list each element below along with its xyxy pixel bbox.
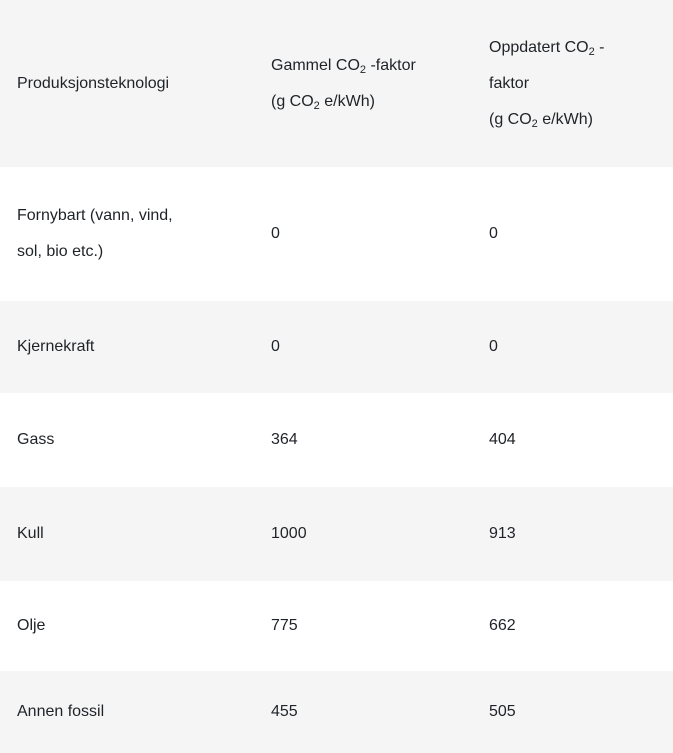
header-text: e/kWh) (537, 110, 593, 128)
header-text: - (594, 38, 605, 56)
header-new-factor: Oppdatert CO2 - faktor (g CO2 e/kWh) (472, 0, 673, 167)
header-text: (g CO (489, 110, 532, 128)
header-new-factor-line3: (g CO2 e/kWh) (489, 102, 673, 138)
cell-old-factor: 364 (271, 431, 298, 448)
subscript: 2 (359, 63, 367, 76)
cell-old-factor: 455 (271, 703, 298, 720)
cell-technology: Kjernekraft (17, 338, 95, 355)
cell-old-factor: 775 (271, 617, 298, 634)
cell-new-factor: 404 (489, 431, 516, 448)
cell-technology: Fornybart (vann, vind, sol, bio etc.) (0, 167, 254, 301)
cell-old-factor: 0 (271, 338, 280, 355)
header-text: (g CO (271, 92, 314, 110)
table-row: Gass 364 404 (0, 393, 673, 487)
header-old-factor-line1: Gammel CO2 -faktor (271, 48, 472, 84)
table-header-row: Produksjonsteknologi Gammel CO2 -faktor … (0, 0, 673, 167)
cell-old-factor: 0 (271, 225, 280, 242)
subscript: 2 (313, 99, 320, 112)
table-row: Kjernekraft 0 0 (0, 301, 673, 393)
cell-new-factor: 0 (489, 225, 498, 242)
header-text: Oppdatert CO (489, 38, 589, 56)
header-text: e/kWh) (319, 92, 375, 110)
header-old-factor: Gammel CO2 -faktor (g CO2 e/kWh) (254, 0, 472, 167)
cell-new-factor: 505 (489, 703, 516, 720)
subscript: 2 (588, 45, 595, 58)
cell-technology: Gass (17, 431, 55, 448)
header-technology: Produksjonsteknologi (17, 74, 170, 92)
cell-old-factor: 1000 (271, 525, 307, 542)
header-text: Gammel CO (271, 56, 360, 74)
cell-technology: Annen fossil (17, 703, 105, 720)
cell-text: sol, bio etc.) (17, 243, 104, 260)
cell-text: Fornybart (vann, vind, (17, 207, 173, 224)
cell-new-factor: 0 (489, 338, 498, 355)
header-text: -faktor (366, 56, 416, 74)
header-old-factor-line2: (g CO2 e/kWh) (271, 84, 472, 120)
table-row: Fornybart (vann, vind, sol, bio etc.) 0 … (0, 167, 673, 301)
table-row: Annen fossil 455 505 (0, 671, 673, 753)
subscript: 2 (531, 117, 538, 130)
table-row: Olje 775 662 (0, 581, 673, 671)
table-row: Kull 1000 913 (0, 487, 673, 581)
cell-technology: Olje (17, 617, 46, 634)
cell-technology: Kull (17, 525, 44, 542)
cell-new-factor: 913 (489, 525, 516, 542)
cell-new-factor: 662 (489, 617, 516, 634)
header-new-factor-line2: faktor (489, 74, 530, 92)
header-new-factor-line1: Oppdatert CO2 - (489, 30, 673, 66)
